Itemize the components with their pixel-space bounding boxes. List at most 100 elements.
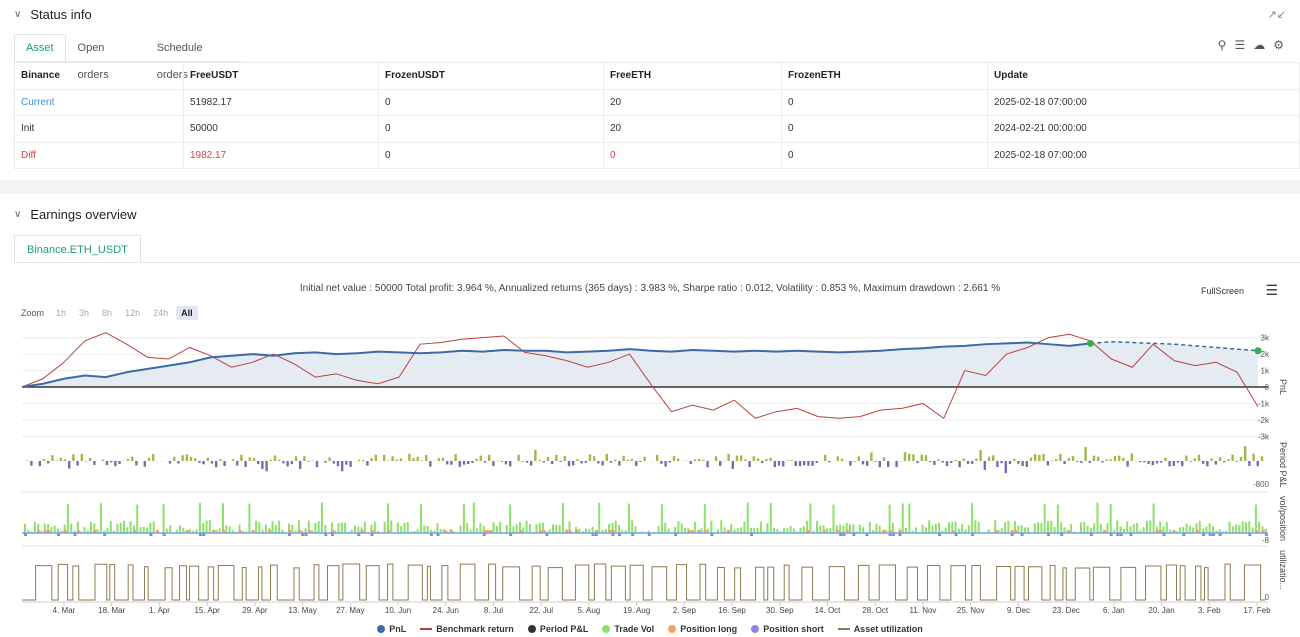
legend-trade-vol[interactable]: Trade Vol: [602, 624, 654, 634]
list-icon[interactable]: ☰: [1234, 38, 1246, 52]
trade-vol-bar: [215, 529, 218, 533]
earnings-header[interactable]: ∨ Earnings overview: [0, 200, 1300, 228]
legend-pnl[interactable]: PnL: [377, 624, 406, 634]
fullscreen-button[interactable]: FullScreen: [1200, 286, 1244, 296]
utilization-step-line: [22, 563, 1265, 601]
period-bar: [1197, 454, 1201, 461]
trade-vol-bar: [763, 531, 766, 533]
trade-vol-bar: [931, 525, 934, 533]
period-bar: [920, 454, 923, 461]
position-short-bar: [24, 533, 27, 536]
period-bar: [294, 456, 298, 461]
trade-vol-bar: [631, 520, 634, 533]
trade-vol-bar: [598, 502, 601, 533]
menu-icon[interactable]: ☰: [1265, 282, 1278, 298]
period-bar: [68, 461, 71, 469]
pnl-line: [21, 341, 1091, 388]
position-short-bar: [954, 533, 958, 536]
trade-vol-bar: [1106, 523, 1109, 533]
period-bar: [622, 455, 625, 461]
trade-vol-bar: [139, 527, 142, 533]
period-bar: [1050, 460, 1054, 461]
row-label[interactable]: Current: [14, 88, 184, 116]
trade-vol-bar: [330, 522, 333, 533]
trade-vol-bar: [1119, 526, 1122, 533]
position-long-bar: [76, 530, 80, 533]
trade-vol-bar: [1202, 528, 1205, 533]
position-long-bar: [1010, 530, 1014, 533]
zoom-8h[interactable]: 8h: [102, 308, 113, 318]
trade-vol-bar: [126, 527, 129, 533]
trade-vol-bar: [192, 530, 195, 533]
gear-icon[interactable]: ⚙: [1273, 38, 1284, 52]
cell: 2025-02-18 07:00:00: [987, 141, 1300, 169]
utilization-line: [22, 563, 1265, 601]
period-bar: [93, 461, 96, 465]
pnl-tick-label: 0: [1265, 383, 1270, 392]
legend-position-long[interactable]: Position long: [668, 624, 737, 634]
position-short-bar: [149, 533, 153, 536]
legend-period[interactable]: Period P&L: [527, 624, 588, 634]
period-bar: [328, 457, 331, 461]
period-bar: [803, 461, 806, 466]
trade-vol-bar: [667, 528, 670, 533]
table-row: Current 51982.17 0 20 0 2025-02-18 07:00…: [14, 88, 1300, 116]
period-bar: [605, 453, 608, 461]
period-bar: [269, 459, 272, 461]
position-short-bar: [509, 533, 513, 536]
status-panel: ∨ Status info ↗↙ Asset Open orders Sched…: [0, 0, 1300, 180]
period-bar: [1118, 455, 1121, 461]
position-short-bar: [1060, 533, 1064, 536]
trade-vol-bar: [591, 526, 594, 533]
period-bar: [236, 461, 239, 466]
period-bar: [101, 459, 104, 461]
period-bar: [412, 458, 415, 461]
period-bar: [1151, 461, 1154, 466]
period-bar: [290, 461, 293, 465]
trade-vol-bar: [304, 528, 307, 533]
period-bar: [1067, 457, 1070, 461]
tab-open-orders[interactable]: Open orders: [77, 42, 109, 81]
cloud-download-icon[interactable]: ☁: [1253, 38, 1266, 52]
trade-vol-bar: [60, 530, 63, 533]
trade-vol-bar: [997, 530, 1000, 533]
zoom-3h[interactable]: 3h: [79, 308, 90, 318]
trade-vol-bar: [806, 520, 809, 533]
status-header[interactable]: ∨ Status info: [0, 0, 1300, 28]
trade-vol-bar: [1060, 522, 1063, 533]
trade-vol-bar: [627, 503, 630, 533]
tab-binance-eth-usdt[interactable]: Binance.ETH_USDT: [14, 235, 141, 263]
zoom-12h[interactable]: 12h: [125, 308, 141, 318]
position-short-bar: [852, 533, 856, 536]
trade-vol-bar: [1043, 504, 1046, 533]
trade-vol-bar: [383, 521, 386, 533]
legend-utilization[interactable]: Asset utilization: [837, 624, 923, 634]
chevron-down-icon[interactable]: ∨: [14, 8, 22, 20]
legend-position-short[interactable]: Position short: [751, 624, 824, 634]
trade-vol-bar: [472, 502, 475, 533]
position-short-bar: [611, 533, 615, 536]
legend-benchmark[interactable]: Benchmark return: [420, 624, 514, 634]
position-long-bar: [726, 530, 730, 533]
trade-vol-bar: [119, 522, 122, 533]
earnings-chart[interactable]: 3k 2k 1k 0 -1k -2k -3k PnL -800 Period P&L -8 vol/p…: [0, 324, 1300, 624]
trade-vol-bar: [57, 528, 59, 533]
zoom-all[interactable]: All: [176, 306, 198, 320]
position-short-bar: [198, 533, 202, 536]
search-icon[interactable]: ⚲: [1217, 38, 1227, 52]
trade-vol-bar: [954, 521, 957, 533]
position-short-bar: [1202, 533, 1206, 536]
tab-asset[interactable]: Asset: [14, 34, 66, 61]
position-short-bar: [1264, 533, 1268, 536]
period-bar: [252, 458, 256, 461]
period-bar: [1055, 459, 1058, 461]
trade-vol-bar: [248, 503, 251, 533]
vol-axis-label: vol/position: [1278, 496, 1288, 541]
position-long-bar: [994, 530, 998, 533]
trade-vol-bar: [512, 526, 515, 533]
zoom-24h[interactable]: 24h: [153, 308, 169, 318]
tab-schedule-orders[interactable]: Schedule orders: [156, 42, 203, 81]
collapse-icon[interactable]: ↗↙: [1267, 9, 1286, 21]
zoom-1h[interactable]: 1h: [56, 308, 67, 318]
chevron-down-icon[interactable]: ∨: [14, 208, 22, 220]
